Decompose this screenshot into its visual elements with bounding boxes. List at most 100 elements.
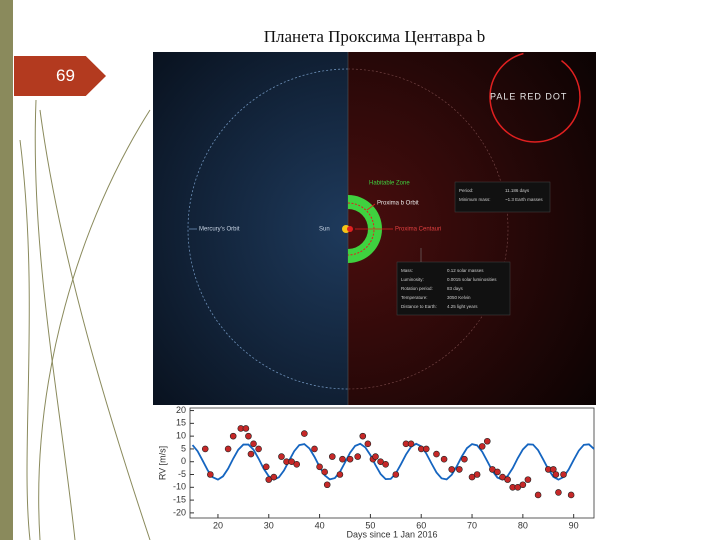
info-key: Distance to Earth:	[401, 304, 437, 309]
planet-orbit	[347, 202, 375, 256]
rv-point	[207, 471, 214, 478]
rv-point	[534, 491, 542, 499]
rv-point	[328, 453, 336, 460]
y-tick-label: -5	[178, 469, 186, 479]
rv-point	[473, 471, 481, 478]
x-tick-label: 30	[264, 520, 274, 530]
rv-point	[321, 468, 328, 476]
rv-point	[440, 455, 448, 463]
sun-label: Sun	[319, 227, 330, 233]
rv-point	[456, 466, 463, 473]
x-tick-label: 80	[518, 520, 528, 530]
rv-point	[407, 440, 415, 448]
rv-point	[255, 445, 262, 453]
rv-point	[323, 481, 331, 489]
x-tick-label: 70	[467, 520, 477, 530]
side-bar	[0, 0, 13, 540]
rv-point	[382, 460, 389, 468]
diagram: PALE RED DOT Habitable Zone Proxima b Or…	[153, 52, 596, 405]
rv-point	[339, 455, 346, 463]
rv-point	[201, 445, 209, 453]
rv-point	[448, 466, 456, 473]
rv-point	[372, 453, 379, 460]
left-half	[153, 52, 348, 405]
rv-point	[229, 432, 237, 440]
y-tick-label: 10	[176, 431, 186, 441]
y-tick-label: 20	[176, 405, 186, 415]
orbit-pointer	[366, 203, 376, 211]
rv-point	[550, 466, 557, 473]
plot-frame	[189, 407, 595, 519]
rv-point	[245, 432, 252, 440]
slide-number: 69	[14, 56, 106, 96]
rv-point	[293, 460, 301, 468]
rv-point	[242, 425, 250, 432]
rv-point	[555, 489, 562, 496]
info-value: 0.12 solar masses	[447, 268, 484, 273]
x-axis-label: Days since 1 Jan 2016	[346, 529, 437, 539]
decor-lines	[19, 99, 151, 540]
info-key: Minimum mass:	[459, 197, 491, 202]
rv-point	[478, 443, 486, 450]
x-tick-label: 20	[213, 520, 223, 530]
rv-point	[524, 476, 532, 483]
info-value: 83 days	[447, 286, 464, 291]
mercury-label: Mercury's Orbit	[199, 227, 240, 233]
x-tick-label: 50	[365, 520, 375, 530]
y-tick-label: -15	[173, 494, 186, 504]
info-key: Rotation period:	[401, 286, 433, 291]
info-key: Mass:	[401, 268, 413, 273]
rv-point	[359, 432, 367, 440]
rv-point	[354, 453, 361, 460]
orbit-label: Proxima b Orbit	[377, 201, 419, 207]
x-tick-label: 90	[569, 520, 579, 530]
rv-point	[519, 481, 527, 489]
rv-point	[392, 471, 400, 478]
rv-point	[247, 450, 255, 458]
y-tick-label: -20	[173, 507, 186, 517]
mercury-orbit-right	[347, 68, 509, 390]
rv-point	[311, 445, 318, 453]
star-dot	[347, 226, 353, 232]
info-value: 11.186 days	[505, 188, 530, 193]
star-box	[396, 261, 511, 316]
info-value: ~1.3 Earth masses	[505, 197, 543, 202]
hz-label: Habitable Zone	[369, 181, 410, 187]
logo-ring	[489, 52, 581, 143]
rv-point	[560, 471, 567, 478]
rv-point	[483, 437, 491, 445]
y-tick-label: 5	[181, 443, 186, 453]
planet-box	[454, 181, 551, 213]
rv-point	[567, 491, 575, 499]
mercury-orbit	[187, 68, 349, 390]
x-tick-label: 40	[315, 520, 325, 530]
rv-point	[250, 440, 257, 448]
rv-point	[316, 463, 323, 471]
rv-point	[552, 471, 560, 478]
rv-point	[423, 445, 430, 453]
habitable-zone-ring	[348, 195, 382, 263]
slide-title: Планета Проксима Центавра b	[263, 27, 486, 46]
star-label: Proxima Centauri	[395, 227, 441, 233]
chart-bg	[153, 405, 596, 540]
info-value: 0.0015 solar luminosities	[447, 277, 497, 282]
x-tick-label: 60	[416, 520, 426, 530]
y-tick-label: 0	[181, 456, 186, 466]
rv-point	[494, 468, 501, 476]
rv-point	[278, 453, 285, 460]
rv-point	[364, 440, 372, 448]
rv-point	[336, 471, 344, 478]
right-half	[348, 52, 596, 405]
info-value: 4.25 light years	[447, 304, 478, 309]
rv-point	[504, 476, 511, 483]
info-key: Luminosity:	[401, 277, 424, 282]
y-axis-label: RV [m/s]	[157, 446, 167, 480]
rv-point	[346, 455, 354, 463]
rv-point	[461, 455, 468, 463]
info-value: 3050 Kelvin	[447, 295, 471, 300]
rv-point	[301, 430, 308, 437]
info-key: Period:	[459, 188, 473, 193]
